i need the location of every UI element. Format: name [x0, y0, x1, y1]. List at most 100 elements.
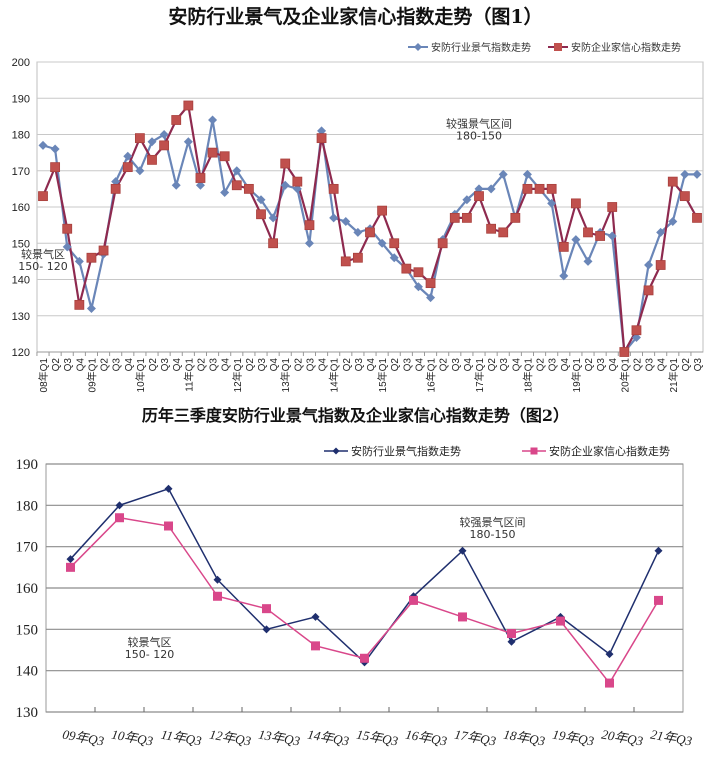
chart1-legend-label: 安防行业景气指数走势: [431, 41, 531, 54]
chart1-annotation-range: 180-150: [456, 129, 502, 142]
chart1-point-1: [498, 227, 509, 238]
chart1-point-0: [692, 169, 702, 179]
chart2-y-tick-label: 150: [16, 622, 39, 638]
chart1-point-0: [123, 151, 133, 161]
chart1-point-0: [498, 169, 508, 179]
chart1-x-tick-label: Q2: [439, 358, 450, 372]
chart1-point-1: [219, 151, 230, 162]
chart1-y-tick-label: 190: [12, 93, 30, 105]
chart1-x-tick-label: Q4: [560, 358, 571, 372]
chart1-point-1: [256, 209, 266, 220]
chart1-x-tick-label: Q4: [221, 358, 232, 372]
chart1-point-0: [183, 137, 193, 147]
chart1-x-tick-label: Q3: [63, 358, 74, 372]
chart2-point-1: [115, 513, 124, 523]
chart2-x-tick-label: 14年Q3: [306, 727, 350, 749]
chart1-point-0: [341, 217, 351, 226]
chart1-point-1: [195, 173, 206, 183]
chart2-x-tick-label: 11年Q3: [160, 727, 203, 749]
chart1-point-1: [401, 263, 412, 274]
chart1-x-tick-label: 19年Q1: [570, 358, 583, 393]
chart1-legend-label: 安防企业家信心指数走势: [571, 41, 681, 54]
chart2-point-0: [115, 501, 124, 510]
chart1-point-0: [462, 195, 472, 205]
chart1-point-1: [413, 267, 424, 278]
chart2-point-0: [311, 612, 320, 621]
chart1-x-tick-label: Q4: [657, 358, 668, 372]
chart1-point-1: [377, 205, 388, 216]
chart1-x-tick-label: Q4: [75, 358, 86, 372]
chart1-point-0: [329, 213, 339, 223]
chart1-y-tick-label: 200: [12, 57, 30, 69]
chart1-point-0: [571, 235, 581, 245]
chart1-point-1: [643, 285, 654, 296]
chart2-annotation-title: 较景气区: [128, 635, 172, 649]
chart1-x-tick-label: Q3: [160, 358, 171, 372]
chart2-point-0: [213, 575, 222, 584]
chart1-point-1: [474, 191, 484, 202]
chart1-point-1: [207, 147, 218, 158]
chart1-x-tick-label: Q4: [414, 358, 425, 372]
chart2-point-0: [66, 555, 75, 564]
chart2-x-tick-label: 21年Q3: [649, 727, 693, 749]
chart1-y-tick-label: 140: [12, 275, 30, 287]
chart1-x-tick-label: Q2: [51, 358, 62, 372]
chart2-point-1: [213, 591, 222, 601]
chart1-point-1: [74, 299, 85, 310]
chart2-point-0: [507, 637, 516, 646]
chart1-point-1: [437, 238, 448, 249]
chart2-point-1: [360, 653, 369, 663]
chart2-x-tick-label: 10年Q3: [110, 727, 154, 749]
chart1-y-tick-label: 160: [12, 202, 30, 214]
chart1-x-tick-label: 15年Q1: [376, 358, 389, 393]
chart2-point-1: [66, 562, 75, 572]
chart2-point-1: [164, 521, 173, 531]
chart1-point-0: [474, 184, 484, 194]
chart1-point-1: [595, 231, 606, 241]
chart2-x-tick-label: 09年Q3: [61, 727, 105, 749]
chart1-point-1: [449, 212, 460, 223]
chart1-x-tick-label: 17年Q1: [473, 358, 486, 393]
chart1-point-1: [558, 241, 569, 252]
chart2-x-tick-label: 20年Q3: [600, 727, 644, 749]
chart1-point-1: [280, 158, 291, 169]
chart1-x-tick-label: Q3: [451, 358, 462, 372]
chart1-x-tick-label: Q4: [172, 358, 183, 372]
chart1-point-1: [425, 278, 436, 289]
chart2-x-tick-label: 13年Q3: [257, 727, 301, 749]
chart1-x-tick-label: Q4: [269, 358, 280, 372]
chart1-point-0: [86, 304, 96, 313]
chart1-x-tick-label: Q3: [645, 358, 656, 372]
chart1-x-tick-label: 12年Q1: [231, 358, 244, 393]
chart1-point-1: [98, 245, 109, 256]
chart1-y-tick-label: 170: [12, 166, 30, 178]
chart1-point-0: [171, 180, 181, 190]
chart1-point-1: [316, 133, 327, 144]
chart1-x-tick-label: Q3: [354, 358, 365, 372]
chart1-x-tick-label: 08年Q1: [37, 358, 50, 393]
chart2-y-tick-label: 130: [16, 705, 39, 721]
chart1-x-tick-label: Q2: [390, 358, 401, 372]
chart1-point-0: [292, 184, 302, 194]
chart1-x-tick-label: 16年Q1: [425, 358, 438, 393]
chart1-point-1: [486, 223, 497, 234]
chart2-x-tick-label: 12年Q3: [208, 727, 252, 749]
chart1-x-tick-label: Q3: [402, 358, 413, 372]
chart1-point-0: [644, 260, 654, 270]
legend-diamond-icon: [332, 447, 340, 455]
chart1-point-0: [631, 333, 641, 342]
chart1-point-0: [208, 115, 218, 125]
chart1-point-0: [232, 166, 242, 176]
chart1-x-tick-label: 20年Q1: [618, 358, 631, 393]
chart1-point-1: [546, 183, 557, 194]
chart2-point-0: [262, 625, 271, 634]
chart2-annotation-range: 150- 120: [125, 648, 174, 661]
chart1-point-1: [607, 202, 618, 212]
chart1-point-1: [86, 252, 97, 263]
chart1-x-tick-label: Q3: [499, 358, 510, 372]
chart1-x-tick-label: 11年Q1: [182, 358, 195, 392]
chart1-annotation-title: 较强景气区间: [446, 116, 512, 130]
chart1-point-0: [668, 217, 678, 226]
chart1-x-tick-label: Q3: [112, 358, 123, 372]
